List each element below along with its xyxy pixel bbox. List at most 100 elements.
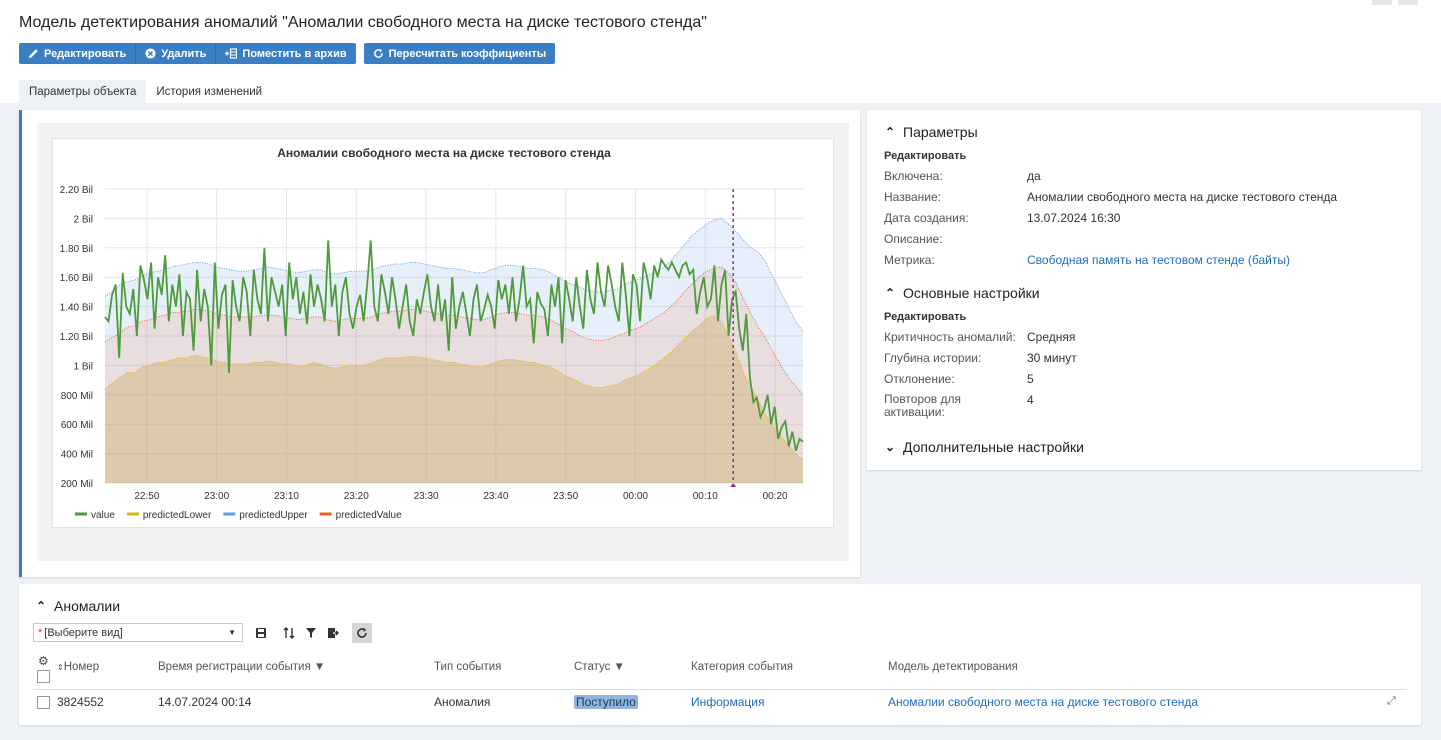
view-select-value: [Выберите вид]	[44, 626, 123, 639]
recalc-button[interactable]: Пересчитать коэффициенты	[363, 43, 556, 64]
dropdown-arrow-icon: ▼	[228, 628, 236, 637]
save-icon	[256, 628, 266, 638]
filter-icon: ▼	[310, 661, 326, 673]
tab-change-history[interactable]: История изменений	[146, 80, 272, 103]
x-tick-label: 23:30	[414, 491, 439, 502]
cell-status: Поступило	[574, 695, 638, 709]
param-row-name: Название: Аномалии свободного места на ди…	[884, 190, 1337, 204]
y-tick-label: 200 Mil	[61, 479, 93, 490]
chart-container: Аномалии свободного места на диске тесто…	[52, 138, 834, 528]
refresh-icon	[373, 48, 383, 58]
extra-settings-section-header[interactable]: ⌄ Дополнительные настройки	[885, 439, 1084, 455]
predicted-lower-area	[105, 315, 803, 483]
anomalies-panel: ⌃ Аномалии * [Выберите вид] ▼ ⚙ ⇕Номер В…	[19, 584, 1421, 725]
col-time[interactable]: Время регистрации события ▼	[158, 661, 325, 673]
main-settings-section-header[interactable]: ⌃ Основные настройки	[885, 285, 1040, 301]
refresh-icon	[357, 628, 367, 638]
expand-icon[interactable]: ⤢	[1387, 695, 1396, 707]
setting-value: Средняя	[1027, 330, 1076, 344]
chevron-down-icon: ⌄	[885, 440, 896, 454]
chart-panel: Аномалии свободного места на диске тесто…	[19, 110, 860, 577]
save-view-button[interactable]	[251, 623, 271, 643]
archive-icon	[225, 48, 238, 59]
anomaly-marker-icon	[730, 483, 737, 487]
sort-arrows-icon: ⇕	[57, 663, 64, 672]
metric-link[interactable]: Свободная память на тестовом стенде (бай…	[1027, 253, 1290, 267]
params-edit-link[interactable]: Редактировать	[884, 150, 967, 162]
predicted-upper-line	[104, 217, 804, 332]
main-settings-edit-link[interactable]: Редактировать	[884, 311, 967, 323]
x-tick-label: 00:10	[693, 491, 718, 502]
chevron-up-icon: ⌃	[885, 286, 896, 300]
archive-button[interactable]: Поместить в архив	[216, 43, 356, 64]
edit-button[interactable]: Редактировать	[19, 43, 137, 64]
col-category[interactable]: Категория события	[691, 661, 793, 673]
select-all-checkbox[interactable]	[37, 670, 50, 683]
param-key: Метрика:	[884, 253, 935, 267]
cell-number[interactable]: 3824552	[57, 695, 104, 709]
col-number[interactable]: ⇕Номер	[57, 661, 99, 673]
params-section-header[interactable]: ⌃ Параметры	[885, 124, 978, 140]
param-key: Описание:	[884, 232, 943, 246]
pencil-icon	[28, 49, 38, 59]
column-settings-icon[interactable]: ⚙	[38, 654, 49, 668]
sort-button[interactable]	[279, 623, 299, 643]
col-category-label: Категория события	[691, 661, 794, 673]
setting-value: 5	[1027, 372, 1034, 386]
refresh-button[interactable]	[352, 623, 372, 643]
col-time-label: Время регистрации события	[158, 661, 311, 673]
required-mark: *	[38, 626, 43, 639]
archive-button-label: Поместить в архив	[242, 47, 347, 60]
window-button[interactable]	[1398, 0, 1418, 5]
x-tick-label: 23:50	[553, 491, 578, 502]
param-value: 13.07.2024 16:30	[1027, 211, 1121, 225]
window-button[interactable]	[1372, 0, 1392, 5]
setting-key: Глубина истории:	[884, 351, 982, 365]
param-row-metric: Метрика: Свободная память на тестовом сте…	[884, 253, 1290, 267]
param-value: да	[1027, 169, 1041, 183]
export-button[interactable]	[323, 623, 343, 643]
settings-panel: ⌃ Параметры Редактировать Включена: да На…	[867, 110, 1421, 470]
filter-icon: ▼	[610, 661, 625, 673]
x-tick-label: 23:00	[204, 491, 229, 502]
setting-value: 4	[1027, 393, 1034, 407]
x-tick-label: 00:20	[763, 491, 788, 502]
anomalies-section-header[interactable]: ⌃ Аномалии	[36, 598, 120, 614]
toolbar: Редактировать Удалить Поместить в архив …	[19, 43, 556, 64]
recalc-button-label: Пересчитать коэффициенты	[388, 47, 547, 60]
chevron-up-icon: ⌃	[36, 599, 47, 613]
y-tick-label: 1.80 Bil	[60, 244, 93, 255]
cell-time: 14.07.2024 00:14	[158, 695, 252, 709]
setting-value: 30 минут	[1027, 351, 1077, 365]
predicted-lower-line	[104, 314, 804, 460]
predicted-value-line	[104, 266, 804, 396]
legend-label: value	[91, 510, 115, 521]
y-tick-label: 800 Mil	[61, 391, 93, 402]
cell-model[interactable]: Аномалии свободного места на диске тесто…	[888, 695, 1199, 709]
y-tick-label: 400 Mil	[61, 450, 93, 461]
filter-button[interactable]	[301, 623, 321, 643]
filter-icon	[306, 628, 316, 638]
col-type[interactable]: Тип события	[434, 661, 501, 673]
col-model[interactable]: Модель детектирования	[888, 661, 1018, 673]
setting-key: Повторов для активации:	[884, 392, 962, 419]
params-section-title: Параметры	[903, 124, 978, 140]
cell-category[interactable]: Информация	[691, 695, 765, 709]
header-divider	[33, 689, 1407, 690]
anomalies-title: Аномалии	[54, 598, 121, 614]
setting-key: Отклонение:	[884, 372, 955, 386]
y-tick-label: 1.60 Bil	[60, 273, 93, 284]
legend-label: predictedLower	[143, 510, 212, 521]
row-checkbox[interactable]	[37, 696, 50, 709]
delete-button[interactable]: Удалить	[136, 43, 217, 64]
col-number-label: Номер	[63, 661, 100, 673]
page-title: Модель детектирования аномалий "Аномалии…	[19, 14, 707, 31]
tab-object-params[interactable]: Параметры объекта	[19, 80, 147, 103]
y-tick-label: 1.40 Bil	[60, 303, 93, 314]
param-value: Аномалии свободного места на диске тесто…	[1027, 190, 1338, 204]
col-type-label: Тип события	[434, 661, 502, 673]
col-status[interactable]: Статус ▼	[574, 661, 625, 673]
chevron-up-icon: ⌃	[885, 125, 896, 139]
export-icon	[328, 628, 339, 638]
view-select[interactable]: * [Выберите вид] ▼	[33, 623, 243, 642]
